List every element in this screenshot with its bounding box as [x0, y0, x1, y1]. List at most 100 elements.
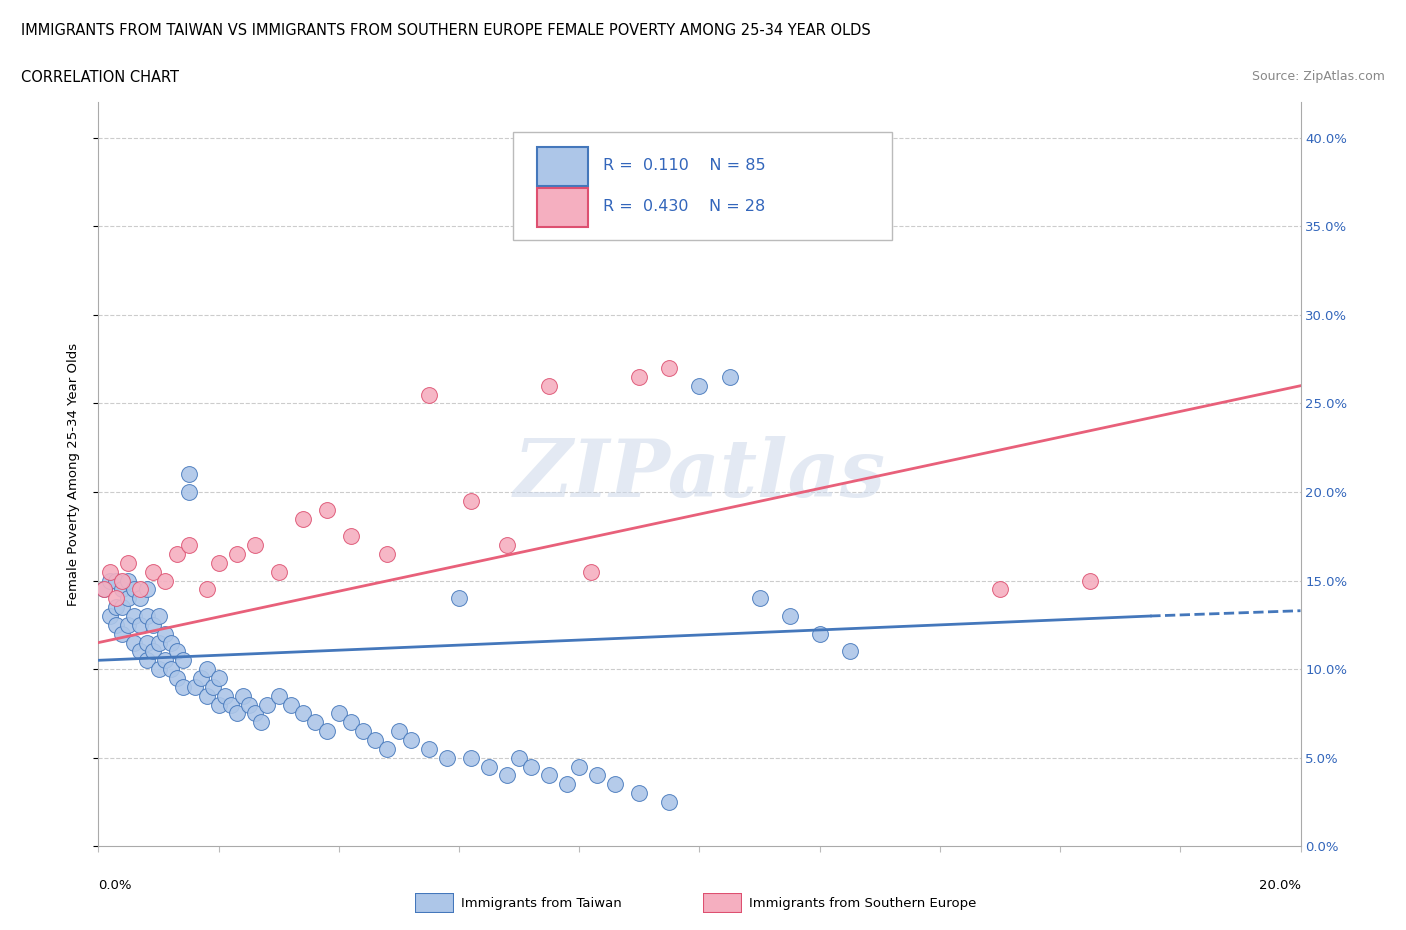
- Point: [111, 573, 134, 588]
- Point: [315, 724, 337, 738]
- Point: [166, 547, 188, 562]
- Point: [291, 512, 314, 526]
- Point: [129, 582, 152, 597]
- Point: [460, 751, 482, 765]
- Point: [232, 688, 254, 703]
- Point: [808, 626, 831, 641]
- Point: [111, 626, 134, 641]
- Point: [496, 538, 519, 552]
- Point: [436, 751, 458, 765]
- Point: [93, 582, 115, 597]
- Point: [195, 582, 218, 597]
- Point: [418, 741, 440, 756]
- Point: [214, 688, 236, 703]
- Point: [124, 582, 146, 597]
- Point: [117, 573, 139, 588]
- Point: [280, 698, 302, 712]
- Point: [135, 582, 157, 597]
- Point: [190, 671, 212, 685]
- Point: [177, 485, 200, 499]
- Point: [172, 680, 194, 695]
- Point: [718, 369, 741, 384]
- Text: IMMIGRANTS FROM TAIWAN VS IMMIGRANTS FROM SOUTHERN EUROPE FEMALE POVERTY AMONG 2: IMMIGRANTS FROM TAIWAN VS IMMIGRANTS FRO…: [21, 23, 870, 38]
- Point: [111, 582, 134, 597]
- Point: [159, 635, 181, 650]
- Point: [117, 555, 139, 570]
- Point: [195, 688, 218, 703]
- Point: [340, 715, 363, 730]
- Text: 20.0%: 20.0%: [1258, 879, 1301, 892]
- Text: CORRELATION CHART: CORRELATION CHART: [21, 70, 179, 85]
- FancyBboxPatch shape: [537, 188, 588, 227]
- Point: [148, 608, 170, 623]
- Point: [1078, 573, 1101, 588]
- Point: [352, 724, 374, 738]
- Point: [124, 635, 146, 650]
- Point: [568, 759, 591, 774]
- Point: [658, 361, 681, 376]
- Point: [243, 706, 266, 721]
- Point: [328, 706, 350, 721]
- Point: [129, 618, 152, 632]
- Point: [538, 768, 561, 783]
- Point: [375, 741, 398, 756]
- Point: [838, 644, 860, 658]
- Point: [496, 768, 519, 783]
- Point: [304, 715, 326, 730]
- Point: [478, 759, 501, 774]
- Point: [605, 777, 627, 791]
- Point: [689, 379, 711, 393]
- Point: [195, 662, 218, 677]
- Point: [399, 733, 422, 748]
- Point: [538, 379, 561, 393]
- Text: R =  0.110    N = 85: R = 0.110 N = 85: [603, 158, 766, 173]
- Point: [166, 644, 188, 658]
- Point: [135, 653, 157, 668]
- Point: [141, 644, 163, 658]
- Point: [779, 608, 801, 623]
- Point: [159, 662, 181, 677]
- Point: [129, 644, 152, 658]
- Point: [291, 706, 314, 721]
- Point: [124, 608, 146, 623]
- Point: [208, 555, 231, 570]
- Point: [315, 502, 337, 517]
- Point: [166, 671, 188, 685]
- Point: [447, 591, 470, 605]
- Point: [243, 538, 266, 552]
- Y-axis label: Female Poverty Among 25-34 Year Olds: Female Poverty Among 25-34 Year Olds: [67, 343, 80, 605]
- Point: [177, 538, 200, 552]
- Point: [388, 724, 411, 738]
- Point: [129, 591, 152, 605]
- FancyBboxPatch shape: [513, 132, 891, 240]
- Text: R =  0.430    N = 28: R = 0.430 N = 28: [603, 199, 765, 214]
- Point: [135, 635, 157, 650]
- Point: [219, 698, 242, 712]
- Point: [267, 565, 290, 579]
- Point: [748, 591, 770, 605]
- Text: Immigrants from Taiwan: Immigrants from Taiwan: [461, 897, 621, 910]
- Text: 0.0%: 0.0%: [98, 879, 132, 892]
- FancyBboxPatch shape: [537, 147, 588, 186]
- Point: [418, 387, 440, 402]
- Point: [267, 688, 290, 703]
- Point: [153, 573, 176, 588]
- Point: [177, 467, 200, 482]
- Point: [105, 573, 128, 588]
- Point: [105, 591, 128, 605]
- Text: Immigrants from Southern Europe: Immigrants from Southern Europe: [749, 897, 977, 910]
- Point: [172, 653, 194, 668]
- Point: [364, 733, 387, 748]
- Point: [238, 698, 260, 712]
- Point: [100, 565, 122, 579]
- Point: [256, 698, 278, 712]
- Point: [581, 565, 603, 579]
- Point: [460, 494, 482, 509]
- Point: [201, 680, 224, 695]
- Point: [100, 608, 122, 623]
- Point: [658, 794, 681, 809]
- Point: [555, 777, 578, 791]
- Point: [628, 369, 651, 384]
- Point: [628, 786, 651, 801]
- Point: [208, 698, 231, 712]
